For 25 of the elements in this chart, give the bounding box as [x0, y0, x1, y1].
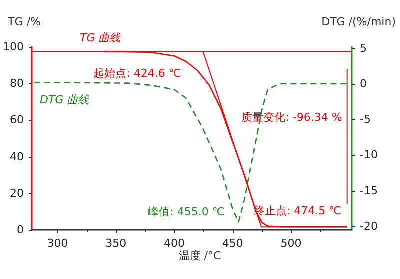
annotation: 起始点: 424.6 ℃	[94, 67, 182, 80]
y-tick-label: 80	[10, 77, 24, 90]
y-tick-label: 60	[10, 114, 24, 127]
y2-tick-label: -5	[360, 113, 371, 126]
x-tick-label: 400	[164, 237, 185, 250]
x-tick-label: 450	[222, 237, 244, 250]
series-label: TG 曲线	[80, 32, 122, 44]
annotation: 峰值: 455.0 ℃	[148, 206, 225, 219]
y-tick-label: 20	[10, 186, 24, 200]
series-label: DTG 曲线	[40, 94, 90, 106]
y2-tick-label: -20	[360, 220, 378, 233]
x-tick-label: 500	[280, 237, 302, 250]
y-tick-label: 100	[2, 40, 24, 54]
annotation: 质量变化: -96.34 %	[242, 111, 342, 124]
y2-tick-label: 5	[360, 42, 367, 55]
y2-tick-label: -10	[360, 148, 378, 162]
y2-axis-title: DTG /(%/min)	[322, 16, 396, 28]
y-tick-label: 0	[16, 224, 24, 236]
y2-tick-label: 0	[360, 78, 367, 91]
y2-tick-label: -15	[360, 184, 378, 198]
x-tick-label: 300	[47, 237, 68, 250]
x-axis-title: 温度 /°C	[178, 250, 222, 262]
x-tick-label: 350	[106, 237, 127, 250]
y-axis-title: TG /%	[7, 16, 41, 28]
y-tick-label: 40	[10, 150, 24, 164]
